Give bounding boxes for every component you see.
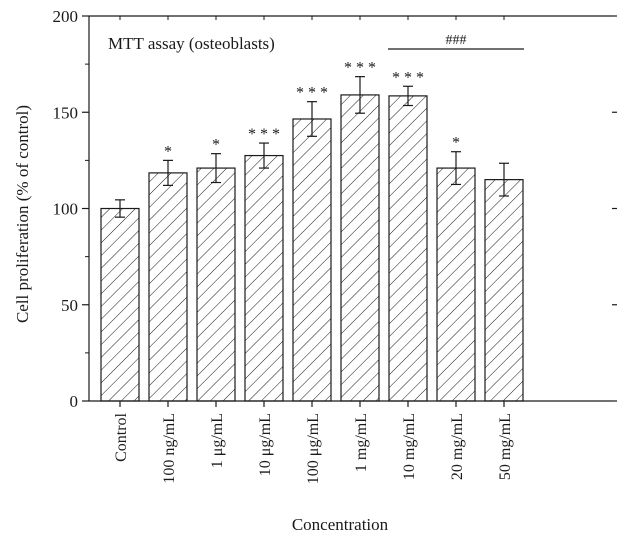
bracket-label: ### — [446, 33, 467, 48]
x-tick-label-2: 1 μg/mL — [209, 413, 226, 468]
panel-label: MTT assay (osteoblasts) — [108, 34, 275, 53]
significance-label-2: * — [212, 137, 220, 154]
bar-1 — [148, 172, 188, 402]
bar-2 — [196, 167, 236, 402]
y-tick-label-100: 100 — [53, 200, 79, 219]
significance-label-1: * — [164, 143, 172, 160]
significance-label-3: * * * — [248, 126, 280, 143]
bar-6 — [388, 95, 428, 402]
x-tick-label-5: 1 mg/mL — [353, 413, 370, 472]
bar-4 — [292, 118, 332, 402]
significance-label-4: * * * — [296, 85, 328, 102]
significance-label-7: * — [452, 135, 460, 152]
x-tick-label-8: 50 mg/mL — [497, 413, 514, 480]
y-tick-label-50: 50 — [61, 296, 78, 315]
x-tick-label-0: Control — [113, 412, 130, 461]
bar-8 — [484, 179, 524, 402]
bar-7 — [436, 167, 476, 402]
bar-5 — [340, 94, 380, 402]
significance-label-5: * * * — [344, 60, 376, 77]
x-tick-label-6: 10 mg/mL — [401, 413, 418, 480]
x-tick-label-3: 10 μg/mL — [257, 413, 274, 476]
significance-label-6: * * * — [392, 69, 424, 86]
x-tick-label-7: 20 mg/mL — [449, 413, 466, 480]
y-tick-label-200: 200 — [53, 7, 79, 26]
y-axis-label: Cell proliferation (% of control) — [13, 105, 32, 323]
bar-3 — [244, 154, 284, 402]
x-tick-label-1: 100 ng/mL — [161, 413, 178, 484]
y-tick-label-0: 0 — [70, 392, 79, 411]
x-tick-label-4: 100 μg/mL — [305, 413, 322, 484]
bar-0 — [100, 207, 140, 402]
y-tick-label-150: 150 — [53, 103, 79, 122]
x-axis-label: Concentration — [292, 515, 389, 534]
